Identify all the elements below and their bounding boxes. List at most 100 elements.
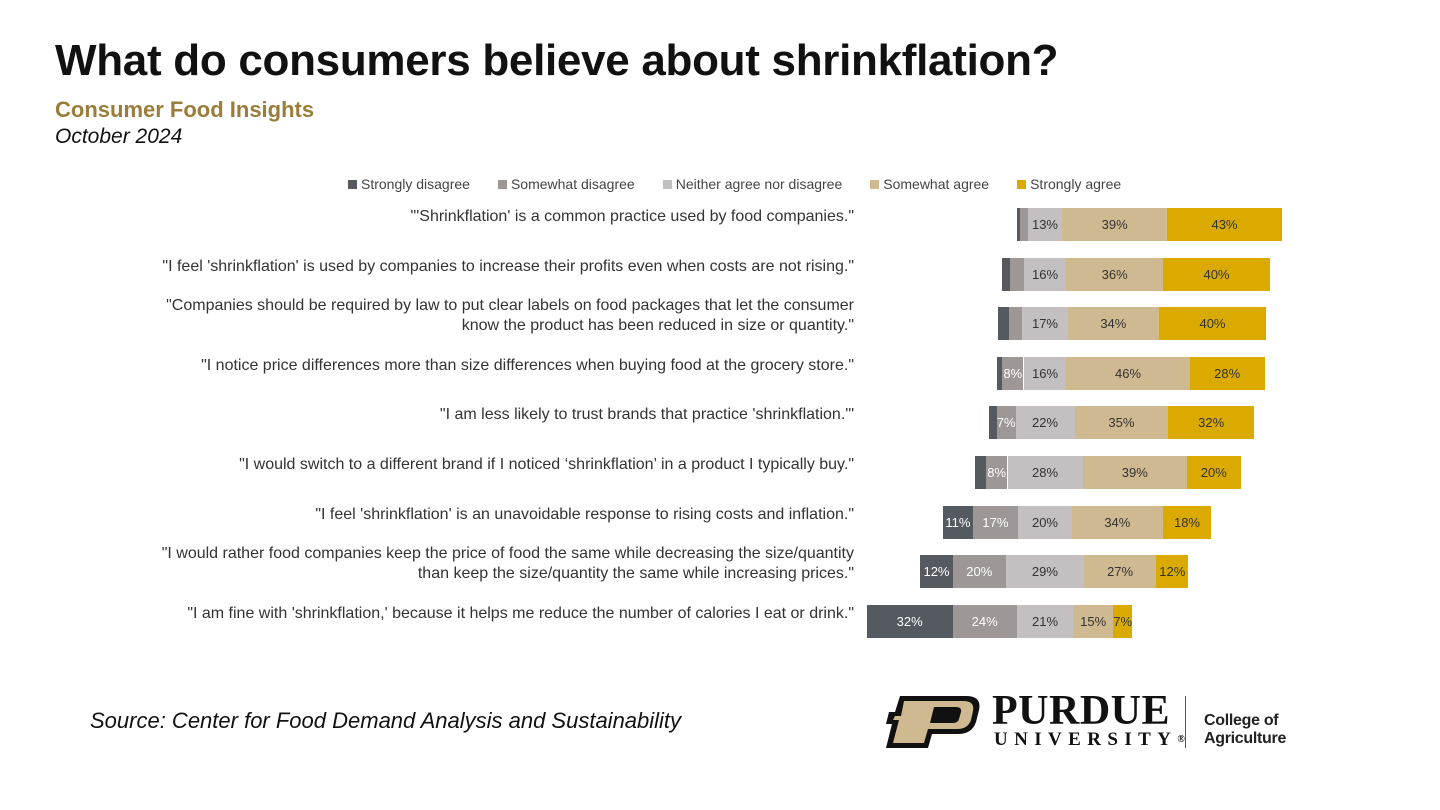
logo-divider bbox=[1185, 696, 1186, 748]
data-label: 40% bbox=[1199, 316, 1226, 331]
data-label: 20% bbox=[1200, 465, 1227, 480]
bar-segment-somewhat-agree: 36% bbox=[1066, 258, 1163, 291]
bar-segment-strongly-disagree bbox=[998, 307, 1009, 340]
data-label: 24% bbox=[971, 614, 998, 629]
bar-segment-somewhat-disagree bbox=[1010, 258, 1024, 291]
legend-item-neither: Neither agree nor disagree bbox=[662, 176, 842, 192]
bar-segment-somewhat-disagree: 8% bbox=[986, 456, 1008, 489]
data-label: 8% bbox=[987, 465, 1007, 480]
data-label: 39% bbox=[1101, 217, 1128, 232]
data-label: 20% bbox=[1031, 515, 1058, 530]
bar-segment-neither: 20% bbox=[1018, 506, 1072, 539]
data-label: 16% bbox=[1032, 366, 1059, 381]
bar-segment-somewhat-disagree bbox=[1008, 307, 1023, 340]
data-label: 32% bbox=[896, 614, 923, 629]
bar-segment-strongly-disagree bbox=[1002, 258, 1011, 291]
data-label: 20% bbox=[966, 564, 993, 579]
college-name: College of Agriculture bbox=[1204, 712, 1287, 747]
bar-segment-strongly-disagree bbox=[1016, 208, 1020, 241]
registered-mark: ® bbox=[1177, 734, 1185, 745]
bar-segment-strongly-agree: 40% bbox=[1162, 258, 1271, 291]
question-label-line: "Companies should be required by law to … bbox=[166, 297, 854, 314]
bar-segment-strongly-agree: 18% bbox=[1162, 506, 1212, 539]
bar-segment-strongly-agree: 40% bbox=[1158, 307, 1267, 340]
legend-swatch bbox=[497, 179, 507, 189]
data-label: 7% bbox=[1113, 614, 1133, 629]
data-label: 36% bbox=[1101, 267, 1128, 282]
data-label: 34% bbox=[1100, 316, 1127, 331]
data-label: 28% bbox=[1031, 465, 1059, 480]
bar-segment-somewhat-agree: 46% bbox=[1066, 357, 1190, 390]
bar-segment-somewhat-agree: 39% bbox=[1082, 456, 1187, 489]
legend-label: Strongly disagree bbox=[361, 176, 470, 192]
data-label: 21% bbox=[1032, 614, 1059, 629]
bar-segment-somewhat-disagree: 17% bbox=[972, 506, 1019, 539]
bar-segment-strongly-disagree: 12% bbox=[920, 555, 953, 588]
legend-item-strongly-agree: Strongly agree bbox=[1017, 176, 1121, 192]
bar-segment-somewhat-disagree bbox=[1019, 208, 1028, 241]
legend-label: Somewhat agree bbox=[883, 176, 990, 192]
question-label: "I am less likely to trust brands that p… bbox=[134, 405, 854, 425]
question-label-line: "I am less likely to trust brands that p… bbox=[439, 406, 854, 423]
question-label: "I feel 'shrinkflation' is an unavoidabl… bbox=[134, 505, 854, 525]
question-label: "Companies should be required by law to … bbox=[134, 296, 854, 336]
bar-segment-neither: 16% bbox=[1023, 357, 1067, 390]
data-label: 43% bbox=[1211, 217, 1238, 232]
data-label: 8% bbox=[1003, 366, 1023, 381]
bar-segment-neither: 21% bbox=[1016, 605, 1074, 638]
question-label-line: "I am fine with 'shrinkflation,' because… bbox=[187, 605, 854, 622]
data-label: 17% bbox=[982, 515, 1009, 530]
question-label-line: "I feel 'shrinkflation' is used by compa… bbox=[162, 258, 854, 275]
bar-segment-somewhat-agree: 39% bbox=[1062, 208, 1167, 241]
question-label: "I am fine with 'shrinkflation,' because… bbox=[134, 604, 854, 624]
legend-swatch bbox=[870, 179, 880, 189]
bar-segment-somewhat-disagree: 20% bbox=[952, 555, 1007, 588]
bar-segment-strongly-agree: 43% bbox=[1166, 208, 1283, 241]
bar-segment-somewhat-agree: 35% bbox=[1074, 406, 1169, 439]
data-label: 12% bbox=[923, 564, 950, 579]
university-text: UNIVERSITY bbox=[994, 729, 1178, 750]
data-label: 17% bbox=[1031, 316, 1058, 331]
data-label: 12% bbox=[1159, 564, 1186, 579]
question-label: "'Shrinkflation' is a common practice us… bbox=[134, 207, 854, 227]
bar-segment-strongly-disagree bbox=[975, 456, 986, 489]
data-label: 15% bbox=[1080, 614, 1107, 629]
bar-segment-strongly-disagree: 32% bbox=[866, 605, 953, 638]
question-label-line: "'Shrinkflation' is a common practice us… bbox=[410, 208, 854, 225]
legend-item-somewhat-disagree: Somewhat disagree bbox=[497, 176, 635, 192]
legend-label: Strongly agree bbox=[1030, 176, 1122, 192]
legend-item-strongly-disagree: Strongly disagree bbox=[348, 176, 470, 192]
data-label: 7% bbox=[996, 415, 1016, 430]
data-label: 46% bbox=[1115, 366, 1142, 381]
chart-legend: Strongly disagree Somewhat disagree Neit… bbox=[348, 176, 1149, 192]
bar-segment-strongly-agree: 12% bbox=[1156, 555, 1189, 588]
bar-segment-neither: 29% bbox=[1006, 555, 1084, 588]
data-label: 34% bbox=[1104, 515, 1131, 530]
bar-segment-somewhat-agree: 15% bbox=[1073, 605, 1114, 638]
data-label: 29% bbox=[1031, 564, 1058, 579]
legend-swatch bbox=[662, 179, 672, 189]
data-label: 13% bbox=[1031, 217, 1058, 232]
bar-segment-strongly-disagree: 11% bbox=[943, 506, 973, 539]
bar-segment-neither: 17% bbox=[1022, 307, 1068, 340]
bar-segment-neither: 16% bbox=[1023, 258, 1067, 291]
question-label: "I feel 'shrinkflation' is used by compa… bbox=[134, 257, 854, 277]
bar-segment-strongly-agree: 32% bbox=[1168, 406, 1255, 439]
source-note: Source: Center for Food Demand Analysis … bbox=[90, 708, 682, 733]
university-wordmark: UNIVERSITY® bbox=[994, 730, 1185, 750]
question-label-line: "I would switch to a different brand if … bbox=[239, 456, 854, 473]
bar-segment-strongly-disagree bbox=[996, 357, 1003, 390]
page-title: What do consumers believe about shrinkfl… bbox=[55, 36, 1059, 85]
question-label: "I would switch to a different brand if … bbox=[134, 455, 854, 475]
survey-date: October 2024 bbox=[55, 125, 183, 148]
legend-label: Somewhat disagree bbox=[510, 176, 635, 192]
bar-segment-strongly-disagree bbox=[988, 406, 997, 439]
bar-segment-somewhat-disagree: 24% bbox=[952, 605, 1017, 638]
bar-segment-neither: 13% bbox=[1027, 208, 1063, 241]
data-label: 11% bbox=[945, 515, 971, 530]
bar-segment-somewhat-agree: 34% bbox=[1067, 307, 1159, 340]
bar-segment-strongly-agree: 28% bbox=[1189, 357, 1265, 390]
legend-item-somewhat-agree: Somewhat agree bbox=[870, 176, 989, 192]
data-label: 18% bbox=[1173, 515, 1200, 530]
bar-segment-strongly-agree: 7% bbox=[1113, 605, 1133, 638]
